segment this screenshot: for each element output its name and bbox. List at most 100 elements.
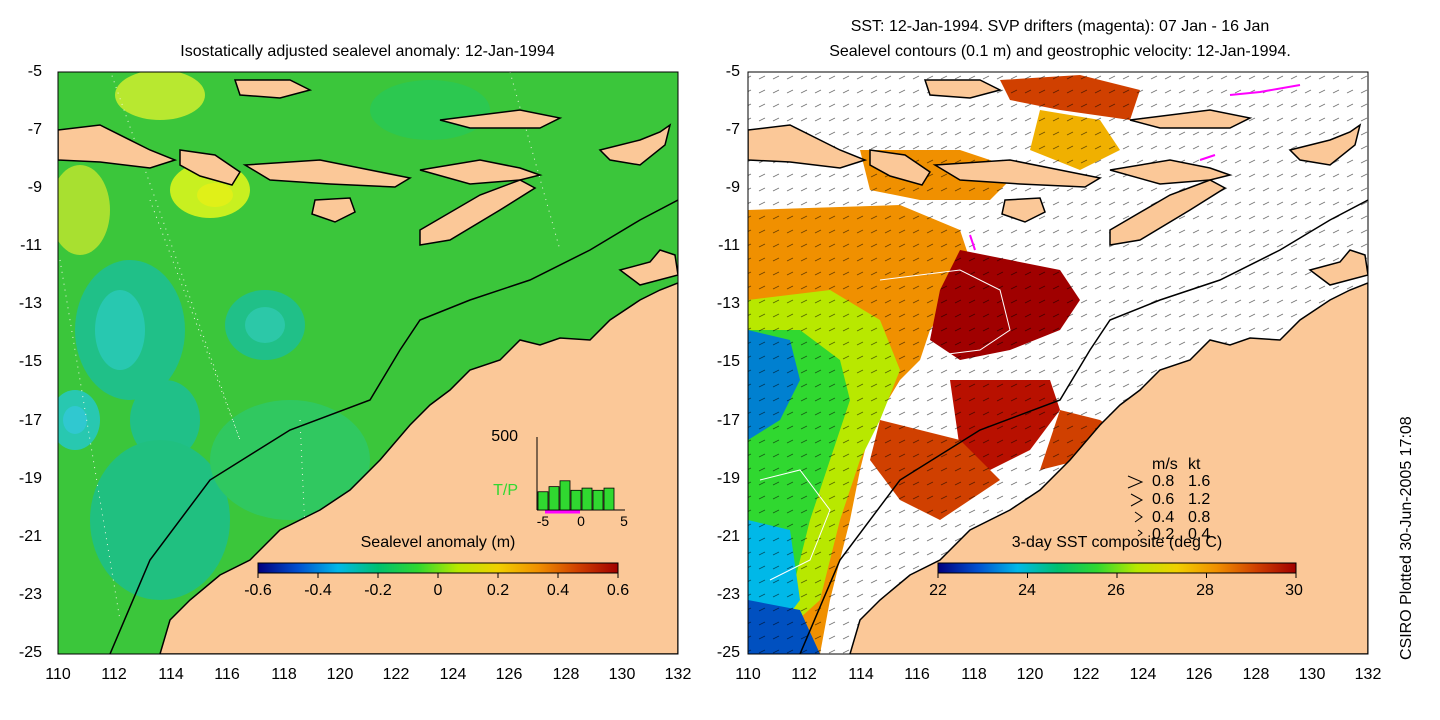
sealevel-contour <box>879 269 1011 356</box>
y-tick-label: -5 <box>725 63 740 80</box>
plot-credit: CSIRO Plotted 30-Jun-2005 17:08 <box>1398 416 1415 660</box>
right-colorbar-title: 3-day SST composite (deg C) <box>1011 534 1223 551</box>
x-tick-label: 122 <box>382 666 410 683</box>
histogram-bar <box>581 487 593 511</box>
right-map <box>748 72 1368 654</box>
x-tick-label: 112 <box>101 666 127 683</box>
left-colorbar-tick: -0.6 <box>244 582 272 599</box>
x-tick-label: 120 <box>326 666 354 683</box>
right-colorbar-tick: 26 <box>1107 582 1125 599</box>
svp-drifter-tracks <box>969 84 1301 251</box>
right-australia-landmass <box>849 282 1368 654</box>
y-tick-label: -11 <box>718 237 740 254</box>
left-colorbar-title: Sealevel anomaly (m) <box>360 534 516 551</box>
velocity-legend-kt: 0.8 <box>1188 509 1211 526</box>
histogram-xtick-min: -5 <box>536 513 550 529</box>
velocity-legend-kt: 0.4 <box>1188 526 1211 543</box>
x-tick-label: 114 <box>158 666 184 683</box>
left-colorbar-gradient <box>257 562 619 574</box>
y-tick-label: -11 <box>20 237 42 254</box>
histogram-bar <box>603 487 615 511</box>
x-tick-label: 132 <box>1354 666 1382 683</box>
left-colorbar-tick: 0.6 <box>606 582 630 599</box>
left-colorbar-tick: 0.4 <box>546 582 570 599</box>
velocity-legend-kt: 1.2 <box>1188 491 1211 508</box>
velocity-legend-kt: 1.6 <box>1188 473 1211 490</box>
left-colorbar-tick: -0.4 <box>304 582 332 599</box>
x-tick-label: 116 <box>214 666 240 683</box>
x-tick-label: 124 <box>439 666 467 683</box>
x-tick-label: 126 <box>1185 666 1213 683</box>
histogram-bar <box>592 489 604 511</box>
y-tick-label: -21 <box>18 528 42 545</box>
left-colorbar-tick: 0 <box>433 582 443 599</box>
left-colorbar-tick: -0.2 <box>364 582 392 599</box>
x-tick-label: 126 <box>495 666 523 683</box>
left-colorbar <box>257 562 619 578</box>
velocity-legend-arrows <box>1127 475 1144 537</box>
y-tick-label: -17 <box>716 412 740 429</box>
x-tick-label: 110 <box>45 666 71 683</box>
histogram-xtick-zero: 0 <box>577 513 585 529</box>
y-tick-label: -15 <box>716 353 740 370</box>
x-tick-label: 124 <box>1129 666 1157 683</box>
right-colorbar-tick: 28 <box>1196 582 1214 599</box>
left-map-title: Isostatically adjusted sealevel anomaly:… <box>180 43 555 60</box>
histogram-series-label: T/P <box>493 482 518 499</box>
left-colorbar-tick: 0.2 <box>486 582 510 599</box>
x-tick-label: 118 <box>271 666 297 683</box>
y-tick-label: -7 <box>27 121 42 138</box>
histogram-bars <box>537 480 615 511</box>
x-tick-label: 130 <box>608 666 636 683</box>
left-islands <box>58 79 678 286</box>
histogram-xtick-max: 5 <box>620 513 628 529</box>
y-tick-label: -17 <box>18 412 42 429</box>
velocity-legend-ms: 0.6 <box>1152 491 1175 508</box>
left-map <box>58 72 678 654</box>
right-colorbar-tick: 22 <box>929 582 947 599</box>
y-tick-label: -25 <box>716 644 740 661</box>
bathymetry-contour <box>109 199 678 654</box>
y-tick-label: -23 <box>18 586 42 603</box>
x-tick-label: 114 <box>848 666 874 683</box>
y-tick-label: -19 <box>716 470 740 487</box>
right-colorbar-gradient <box>937 562 1297 574</box>
x-tick-label: 128 <box>1242 666 1270 683</box>
x-tick-label: 120 <box>1016 666 1044 683</box>
x-tick-label: 116 <box>904 666 930 683</box>
y-tick-label: -19 <box>18 470 42 487</box>
x-tick-label: 118 <box>961 666 987 683</box>
australia-landmass <box>159 282 678 654</box>
y-tick-label: -5 <box>27 63 42 80</box>
right-map-title-line2: Sealevel contours (0.1 m) and geostrophi… <box>829 43 1291 60</box>
histogram-ymax-label: 500 <box>491 428 518 445</box>
x-tick-label: 110 <box>735 666 761 683</box>
right-map-frame <box>747 71 1369 655</box>
velocity-legend-ms: 0.8 <box>1152 473 1175 490</box>
x-tick-label: 112 <box>791 666 817 683</box>
right-colorbar-tick: 30 <box>1285 582 1303 599</box>
histogram-bar <box>570 489 582 511</box>
velocity-legend-ms: 0.2 <box>1152 526 1175 543</box>
y-tick-label: -21 <box>716 528 740 545</box>
positive-anomaly-blob <box>115 72 205 120</box>
histogram-bar <box>537 491 549 511</box>
tp-histogram-inset <box>536 437 625 514</box>
x-tick-label: 128 <box>552 666 580 683</box>
right-bathymetry-contour <box>799 199 1368 654</box>
right-map-title-line1: SST: 12-Jan-1994. SVP drifters (magenta)… <box>850 18 1270 35</box>
histogram-bar <box>548 486 560 511</box>
velocity-legend-header-kt: kt <box>1188 456 1201 473</box>
x-tick-label: 132 <box>664 666 692 683</box>
right-colorbar <box>937 562 1297 578</box>
y-tick-label: -7 <box>725 121 740 138</box>
histogram-bar <box>559 480 571 511</box>
velocity-legend-header-ms: m/s <box>1152 456 1178 473</box>
y-tick-label: -25 <box>18 644 42 661</box>
y-tick-label: -13 <box>716 295 740 312</box>
x-tick-label: 130 <box>1298 666 1326 683</box>
velocity-legend-ms: 0.4 <box>1152 509 1175 526</box>
y-tick-label: -13 <box>18 295 42 312</box>
y-tick-label: -15 <box>18 353 42 370</box>
